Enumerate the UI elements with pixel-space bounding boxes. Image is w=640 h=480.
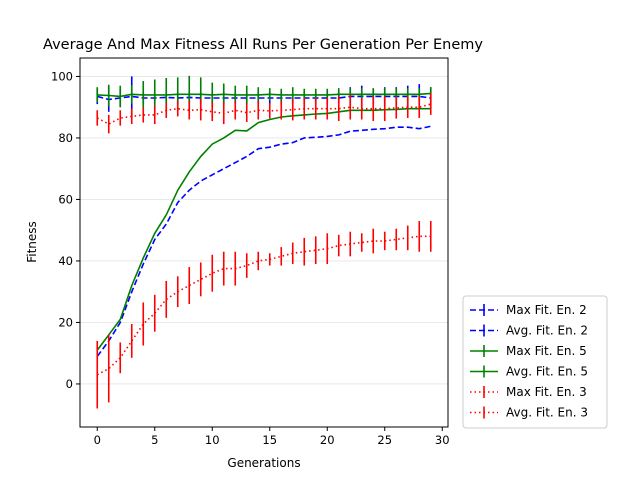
y-axis-ticks: 0 20 40 60 80 100	[51, 69, 80, 391]
legend-label-2: Max Fit. En. 5	[506, 344, 587, 358]
y-tick-label-3: 60	[58, 192, 73, 206]
legend-entry-4: Max Fit. En. 3	[470, 385, 587, 399]
y-axis-label: Fitness	[25, 221, 39, 263]
legend: Max Fit. En. 2 Avg. Fit. En. 2 Max Fit. En…	[462, 295, 608, 429]
gridlines	[80, 76, 448, 385]
series-layer	[96, 75, 432, 409]
legend-label-0: Max Fit. En. 2	[506, 303, 587, 317]
x-tick-label-6: 30	[435, 433, 450, 447]
legend-label-4: Max Fit. En. 3	[506, 385, 587, 399]
x-tick-label-5: 25	[377, 433, 392, 447]
legend-entry-5: Avg. Fit. En. 3	[470, 406, 588, 420]
x-tick-label-3: 15	[262, 433, 277, 447]
legend-entry-3: Avg. Fit. En. 5	[470, 365, 588, 379]
x-tick-label-0: 0	[94, 433, 101, 447]
y-tick-label-5: 100	[51, 69, 73, 83]
legend-entry-0: Max Fit. En. 2	[470, 303, 587, 317]
series-4	[96, 93, 432, 134]
y-tick-label-1: 20	[58, 315, 73, 329]
legend-label-3: Avg. Fit. En. 5	[506, 365, 588, 379]
series-2-line	[97, 92, 431, 98]
legend-entry-2: Max Fit. En. 5	[470, 344, 587, 358]
legend-entry-1: Avg. Fit. En. 2	[470, 324, 588, 338]
x-tick-label-4: 20	[320, 433, 335, 447]
y-tick-label-4: 80	[58, 131, 73, 145]
series-2	[96, 75, 432, 113]
x-tick-label-2: 10	[205, 433, 220, 447]
x-axis-label: Generations	[227, 456, 300, 470]
y-tick-label-2: 40	[58, 254, 73, 268]
series-3	[96, 107, 431, 351]
series-4-line	[96, 103, 432, 126]
x-axis-ticks: 0 5 10 15 20 25 30	[94, 427, 450, 447]
series-1-line	[96, 125, 431, 357]
chart-title: Average And Max Fitness All Runs Per Gen…	[43, 37, 483, 53]
plot-frame	[79, 57, 449, 428]
legend-label-1: Avg. Fit. En. 2	[506, 324, 588, 338]
legend-box	[462, 295, 608, 429]
legend-label-5: Avg. Fit. En. 3	[506, 406, 588, 420]
x-tick-label-1: 5	[151, 433, 158, 447]
series-1	[96, 125, 431, 357]
series-0-line	[97, 95, 431, 101]
y-tick-label-0: 0	[66, 377, 73, 391]
series-5	[96, 220, 432, 409]
series-3-line	[96, 107, 431, 351]
